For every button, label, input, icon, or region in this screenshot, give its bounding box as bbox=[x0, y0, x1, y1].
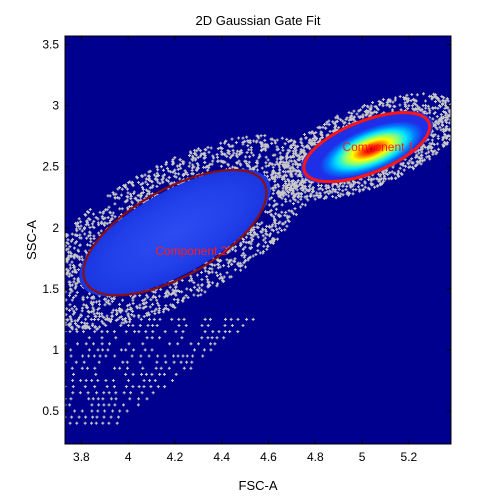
y-tick-label: 0.5 bbox=[42, 404, 59, 418]
x-tick-label: 4.6 bbox=[260, 450, 277, 464]
x-tick-label: 5.2 bbox=[401, 450, 418, 464]
x-tick-label: 3.8 bbox=[73, 450, 90, 464]
gate-ellipses bbox=[82, 111, 432, 297]
y-tick-label: 2 bbox=[52, 221, 59, 235]
plot-frame bbox=[64, 35, 452, 445]
gate-ellipse-component-1 bbox=[302, 111, 432, 184]
x-tick-label: 4 bbox=[125, 450, 132, 464]
y-tick-label: 3.5 bbox=[42, 38, 59, 52]
density-blob-component-2 bbox=[79, 169, 271, 297]
component-label-1: Component 1 bbox=[342, 140, 414, 154]
x-tick-label: 4.2 bbox=[167, 450, 184, 464]
y-tick-label: 2.5 bbox=[42, 160, 59, 174]
x-axis-ticks: 3.8 4 4.2 4.4 4.6 4.8 5 5.2 bbox=[73, 36, 418, 464]
density-map bbox=[79, 110, 433, 297]
component-label-2: Component 2 bbox=[155, 244, 227, 258]
x-tick-label: 4.8 bbox=[307, 450, 324, 464]
gate-ellipse-component-2 bbox=[82, 168, 268, 297]
y-tick-label: 3 bbox=[52, 99, 59, 113]
x-tick-label: 5 bbox=[359, 450, 366, 464]
x-axis-label: FSC-A bbox=[239, 478, 278, 493]
chart-title: 2D Gaussian Gate Fit bbox=[196, 13, 321, 28]
component-labels: Component 1 Component 2 bbox=[155, 140, 415, 258]
density-peak bbox=[311, 116, 432, 183]
x-tick-label: 4.4 bbox=[213, 450, 230, 464]
y-tick-label: 1 bbox=[52, 343, 59, 357]
y-axis-label: SSC-A bbox=[24, 220, 39, 260]
y-tick-label: 1.5 bbox=[42, 282, 59, 296]
y-axis-ticks: 0.5 1 1.5 2 2.5 3 3.5 bbox=[42, 38, 451, 418]
